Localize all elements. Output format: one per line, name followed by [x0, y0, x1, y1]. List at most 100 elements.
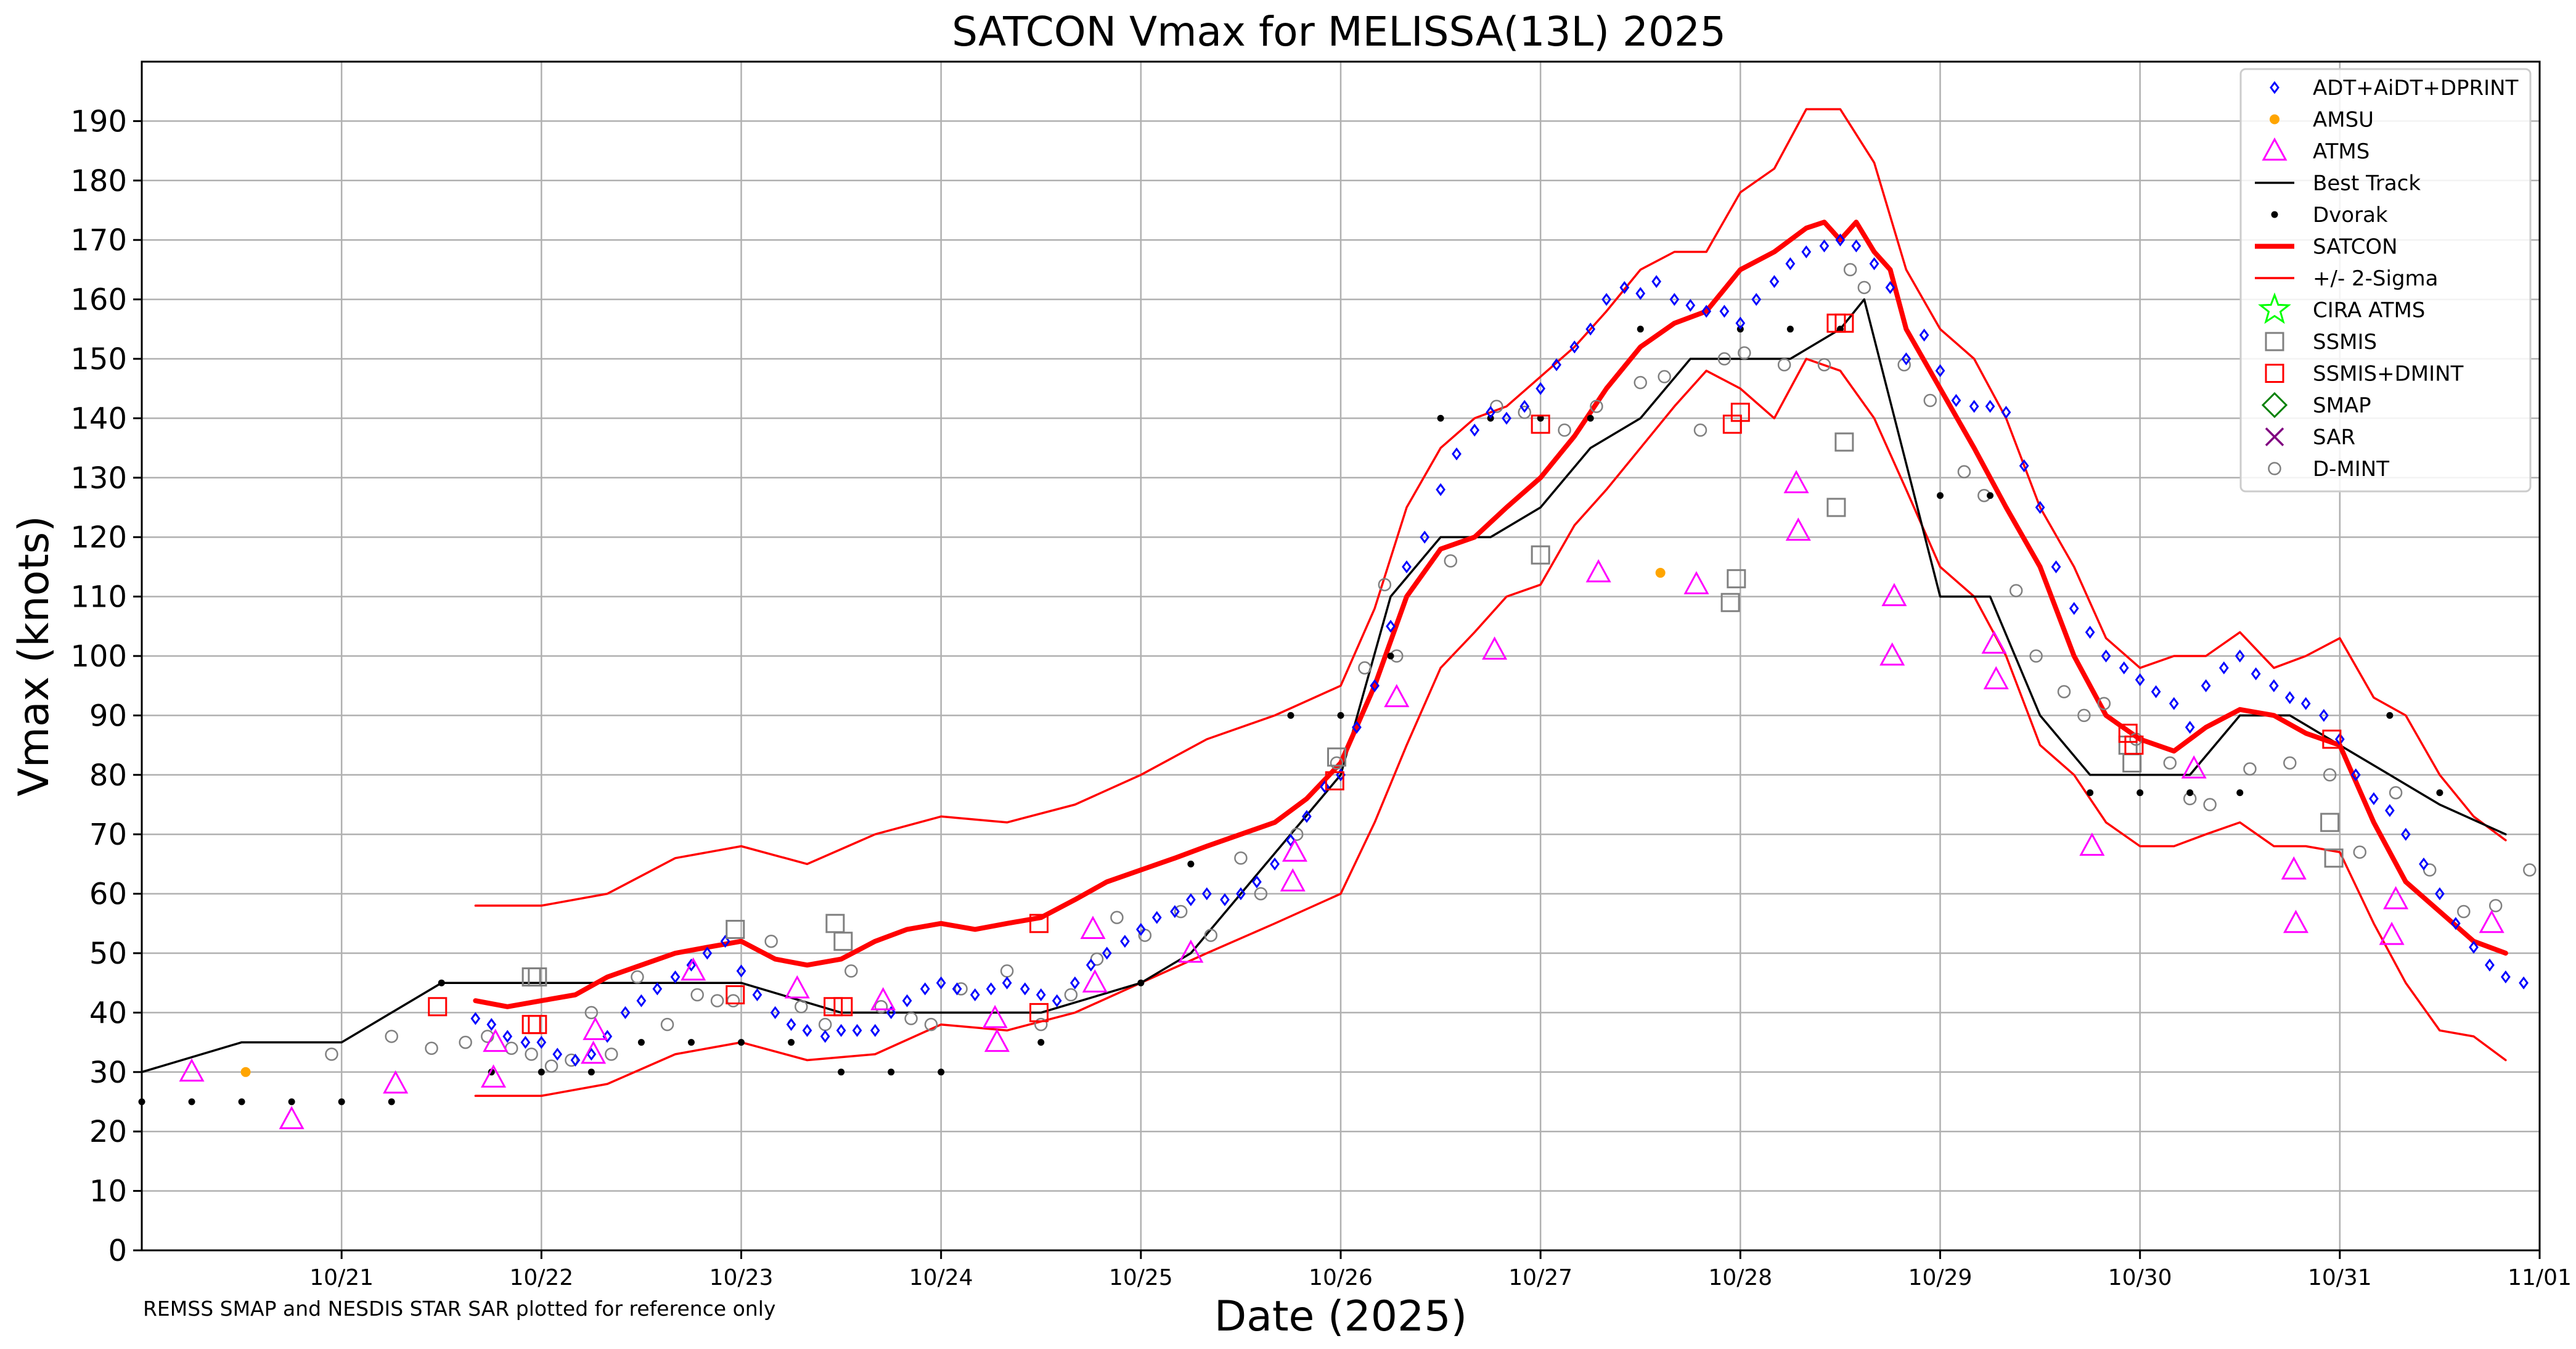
adt-aidt-dprint-point — [1486, 406, 1495, 419]
atms-point — [483, 1028, 509, 1052]
sigma-lower-line — [474, 358, 2507, 1097]
adt-aidt-dprint-point — [720, 935, 730, 948]
adt-aidt-dprint-point — [1436, 483, 1445, 496]
atms-point — [2379, 921, 2405, 945]
adt-aidt-dprint-point — [2101, 649, 2111, 663]
adt-aidt-dprint-point — [1452, 447, 1462, 461]
d-mint-point — [2283, 756, 2297, 770]
adt-aidt-dprint-point — [1086, 958, 1096, 972]
d-mint-point — [1957, 465, 1971, 478]
atms-point — [2479, 909, 2504, 933]
adt-aidt-dprint-point — [1885, 281, 1895, 294]
dvorak-point — [2087, 789, 2094, 797]
ssmis-dmint-point — [1834, 313, 1854, 333]
ssmis-dmint-point — [2322, 729, 2342, 749]
ssmis-point — [1826, 498, 1846, 517]
adt-aidt-dprint-point — [1985, 400, 1995, 413]
legend-label: SMAP — [2313, 393, 2371, 418]
d-mint-point — [954, 982, 968, 996]
adt-aidt-dprint-point — [1935, 364, 1945, 377]
adt-aidt-dprint-point — [1919, 328, 1929, 342]
adt-aidt-dprint-point — [2268, 679, 2279, 692]
atms-point — [1981, 630, 2007, 654]
adt-aidt-dprint-point — [670, 970, 681, 984]
x-tick-label: 10/23 — [709, 1265, 774, 1290]
d-mint-point — [2457, 904, 2471, 919]
dvorak-point — [188, 1098, 195, 1105]
legend-swatch — [2268, 462, 2281, 475]
d-mint-point — [2077, 708, 2091, 723]
legend-label: Dvorak — [2313, 203, 2388, 228]
adt-aidt-dprint-point — [1801, 245, 1812, 258]
atms-point — [870, 986, 896, 1011]
atms-point — [2283, 909, 2309, 933]
adt-aidt-dprint-point — [786, 1018, 796, 1031]
atms-point — [984, 1028, 1010, 1052]
adt-aidt-dprint-point — [886, 1006, 896, 1019]
footnote: REMSS SMAP and NESDIS STAR SAR plotted f… — [143, 1297, 775, 1321]
legend: ADT+AiDT+DPRINT AMSU ATMS Best Track Dvorak S… — [2239, 68, 2532, 493]
adt-aidt-dprint-point — [1519, 400, 1530, 413]
adt-aidt-dprint-point — [1869, 257, 1879, 271]
adt-aidt-dprint-point — [1552, 358, 1561, 372]
y-tick-label: 20 — [89, 1115, 127, 1149]
d-mint-point — [459, 1035, 472, 1049]
y-tick-label: 90 — [89, 699, 127, 733]
atms-point — [2281, 856, 2307, 880]
dvorak-point — [687, 1039, 695, 1046]
d-mint-point — [2243, 762, 2257, 776]
dvorak-point — [1937, 492, 1944, 499]
d-mint-point — [710, 994, 724, 1007]
adt-aidt-dprint-point — [536, 1036, 547, 1049]
d-mint-point — [1518, 406, 1531, 419]
d-mint-point — [1034, 1017, 1048, 1031]
d-mint-point — [2009, 584, 2023, 597]
ssmis-point — [833, 932, 853, 951]
ssmis-point — [1834, 432, 1854, 452]
adt-aidt-dprint-point — [2151, 685, 2161, 699]
adt-aidt-dprint-point — [552, 1048, 563, 1061]
adt-aidt-dprint-point — [2350, 768, 2361, 782]
y-tick-label: 60 — [89, 877, 127, 912]
y-tick-label: 70 — [89, 818, 127, 852]
adt-aidt-dprint-point — [1651, 275, 1662, 289]
ssmis-dmint-point — [528, 1015, 547, 1035]
ssmis-point — [1531, 545, 1550, 565]
legend-label: SSMIS — [2313, 330, 2377, 355]
d-mint-point — [1923, 393, 1937, 408]
d-mint-point — [2389, 785, 2403, 800]
adt-aidt-dprint-point — [736, 964, 746, 978]
dvorak-point — [538, 1068, 545, 1076]
dvorak-point — [2236, 789, 2244, 797]
x-tick-label: 10/25 — [1109, 1265, 1173, 1290]
atms-point — [1082, 969, 1108, 993]
adt-aidt-dprint-point — [1069, 976, 1080, 990]
adt-aidt-dprint-point — [952, 982, 962, 996]
d-mint-point — [1444, 554, 1458, 568]
adt-aidt-dprint-point — [1535, 382, 1546, 395]
adt-aidt-dprint-point — [486, 1018, 497, 1031]
satcon-line — [473, 219, 2508, 1009]
atms-point — [982, 1004, 1008, 1028]
adt-aidt-dprint-point — [1352, 721, 1362, 734]
d-mint-point — [1204, 929, 1218, 942]
legend-swatch — [2261, 392, 2288, 419]
y-tick-label: 180 — [70, 164, 127, 199]
dvorak-point — [1037, 1039, 1045, 1046]
d-mint-point — [1843, 263, 1857, 277]
d-mint-point — [1234, 851, 1248, 865]
dvorak-point — [738, 1039, 745, 1046]
d-mint-point — [525, 1048, 538, 1061]
legend-label: AMSU — [2313, 108, 2374, 133]
dvorak-point — [288, 1098, 295, 1105]
atms-point — [1282, 838, 1307, 862]
adt-aidt-dprint-point — [870, 1023, 880, 1037]
adt-aidt-dprint-point — [1370, 679, 1380, 692]
adt-aidt-dprint-point — [1635, 287, 1646, 300]
x-tick-label: 10/22 — [509, 1265, 573, 1290]
dvorak-point — [388, 1098, 395, 1105]
dvorak-point — [888, 1068, 895, 1076]
dvorak-point — [338, 1098, 345, 1105]
y-tick-label: 160 — [70, 283, 127, 318]
d-mint-point — [1590, 400, 1603, 413]
